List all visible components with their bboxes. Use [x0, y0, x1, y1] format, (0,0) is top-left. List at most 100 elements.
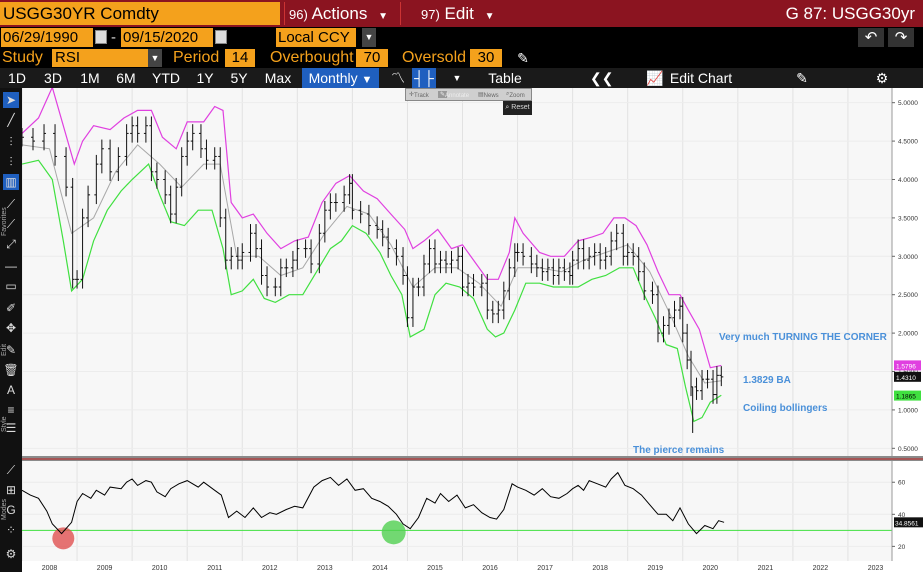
x-tick-label: 2008 [42, 565, 58, 572]
y-tick-label: 3.0000 [898, 254, 918, 261]
extend-tool-icon[interactable]: ⤢ [6, 237, 16, 251]
calendar-icon[interactable] [95, 30, 107, 44]
rsi-last-value: 34.8561 [895, 520, 919, 527]
x-tick-label: 2020 [703, 565, 719, 572]
annotate-button[interactable]: ✎ Annotate [438, 91, 470, 99]
mode-scatter-icon[interactable]: ⁘ [5, 523, 17, 537]
pencil-icon[interactable]: ✎ [517, 50, 529, 66]
x-tick-label: 2013 [317, 565, 333, 572]
fib-fan-icon[interactable]: ⫶ [9, 155, 13, 169]
edit-menu-number: 97) [421, 7, 440, 22]
tab-3d[interactable]: 3D [44, 70, 62, 86]
line-style-icon[interactable]: ≡ [7, 403, 15, 417]
tab-1y[interactable]: 1Y [196, 70, 214, 86]
table-button[interactable]: Table [488, 70, 522, 86]
actions-menu-label: Actions [311, 4, 368, 23]
date-range-dash: - [111, 29, 116, 46]
y-tick-label: 0.5000 [898, 446, 918, 453]
settings-gear-icon[interactable]: ⚙ [5, 547, 17, 561]
track-label: Track [414, 93, 429, 99]
study-dropdown-icon[interactable]: ▼ [148, 49, 162, 67]
tab-1d[interactable]: 1D [8, 70, 26, 86]
tab-5y[interactable]: 5Y [230, 70, 248, 86]
channel-tool-icon[interactable]: ▥ [3, 174, 19, 190]
redo-icon[interactable]: ↷ [888, 28, 914, 47]
tab-max[interactable]: Max [264, 70, 292, 86]
collapse-icon[interactable]: ❮❮ [590, 70, 614, 86]
y-tick-label: 4.5000 [898, 139, 918, 146]
settings-gear-icon[interactable]: ⚙ [875, 70, 889, 86]
chart-area[interactable]: 5.0000 4.5000 4.0000 3.5000 3.0000 2.5000 2.00… [22, 88, 923, 572]
x-tick-label: 2017 [537, 565, 553, 572]
x-tick-label: 2018 [592, 565, 608, 572]
cursor-icon[interactable]: ➤ [3, 92, 19, 108]
edit-menu-button[interactable]: 97) Edit ▼ [400, 2, 512, 25]
x-tick-label: 2021 [758, 565, 774, 572]
zoom-button[interactable]: ⌕ Zoom [506, 91, 525, 99]
modes-section-label: Modes [1, 498, 8, 520]
lower-bollinger-band [22, 159, 722, 423]
caret-down-icon: ▼ [361, 74, 373, 86]
frequency-select[interactable]: Monthly ▼ [302, 68, 379, 88]
tab-6m[interactable]: 6M [116, 70, 136, 86]
edit-menu-label: Edit [444, 4, 474, 23]
news-button[interactable]: ▤ News [478, 92, 499, 99]
zoom-label: Zoom [509, 93, 525, 99]
mode-bar-icon[interactable]: ⊞ [5, 483, 17, 497]
chart-toolbar: 1D 3D 1M 6M YTD 1Y 5Y Max Monthly ▼ 〽 ┤├… [0, 68, 923, 88]
x-tick-label: 2012 [262, 565, 278, 572]
annotate-icon[interactable]: ✎ [796, 70, 808, 86]
ray-tool-icon[interactable]: ⟋ [6, 197, 16, 211]
line-chart-icon[interactable]: 〽 [391, 70, 405, 86]
text-tool-icon[interactable]: A [6, 383, 15, 397]
upper-bollinger-band [22, 88, 722, 369]
tab-ytd[interactable]: YTD [152, 70, 180, 86]
delete-icon[interactable]: 🗑 [3, 363, 19, 377]
ohlc-bar-icon[interactable]: ┤├ [412, 68, 436, 88]
overbought-field[interactable]: 70 [356, 49, 388, 67]
ticker-input[interactable]: USGG30YR Comdty [0, 2, 280, 25]
chart-type-dropdown-icon[interactable]: ▼ [452, 73, 462, 83]
end-date-field[interactable]: 09/15/2020 [121, 28, 213, 47]
x-tick-label: 2010 [152, 565, 168, 572]
edit-chart-button[interactable]: Edit Chart [669, 70, 733, 86]
mode-draw-icon[interactable]: ⟋ [6, 463, 16, 477]
rsi-y-tick-label: 20 [898, 544, 906, 551]
rectangle-icon[interactable]: ▭ [5, 279, 17, 293]
x-tick-label: 2016 [482, 565, 498, 572]
undo-icon[interactable]: ↶ [858, 28, 884, 47]
oversold-label: Oversold [402, 49, 467, 66]
study-select[interactable]: RSI [52, 49, 148, 67]
mode-refresh-icon[interactable]: G [6, 503, 16, 517]
draw-line-icon[interactable]: ╱ [7, 113, 15, 127]
pencil-icon[interactable]: ✎ [5, 343, 17, 357]
currency-dropdown-icon[interactable]: ▼ [362, 28, 376, 47]
start-date-field[interactable]: 06/29/1990 [1, 28, 93, 47]
horizontal-line-icon[interactable]: — [5, 259, 17, 273]
study-bar: Study RSI ▼ Period 14 Overbought 70 Over… [0, 48, 923, 68]
tab-1m[interactable]: 1M [80, 70, 100, 86]
date-range-bar: 06/29/1990 - 09/15/2020 Local CCY ▼ ↶ ↷ [0, 27, 923, 48]
reset-button[interactable]: ⌕ Reset [503, 101, 532, 115]
overbought-label: Overbought [270, 49, 354, 66]
track-button[interactable]: ✛ Track [409, 92, 429, 99]
x-tick-label: 2009 [97, 565, 113, 572]
period-field[interactable]: 14 [225, 49, 255, 67]
chart-annotation: Very much TURNING THE CORNER [719, 332, 888, 343]
brush-icon[interactable]: ✐ [5, 301, 17, 315]
frequency-label: Monthly [308, 70, 358, 86]
x-tick-label: 2014 [372, 565, 388, 572]
y-tick-label: 2.5000 [898, 292, 918, 299]
currency-select[interactable]: Local CCY [276, 28, 356, 47]
x-tick-label: 2019 [647, 565, 663, 572]
calendar-icon[interactable] [215, 30, 227, 44]
trend-tool-icon[interactable]: ⟋ [6, 217, 16, 231]
oversold-field[interactable]: 30 [470, 49, 502, 67]
line-weight-icon[interactable]: ☰ [5, 421, 17, 435]
actions-menu-number: 96) [289, 7, 308, 22]
fib-tool-icon[interactable]: ⫶ [9, 135, 13, 149]
oversold-red-circle [52, 527, 75, 550]
move-icon[interactable]: ✥ [5, 321, 17, 335]
rsi-line [22, 471, 725, 535]
actions-menu-button[interactable]: 96) Actions ▼ [284, 2, 396, 25]
